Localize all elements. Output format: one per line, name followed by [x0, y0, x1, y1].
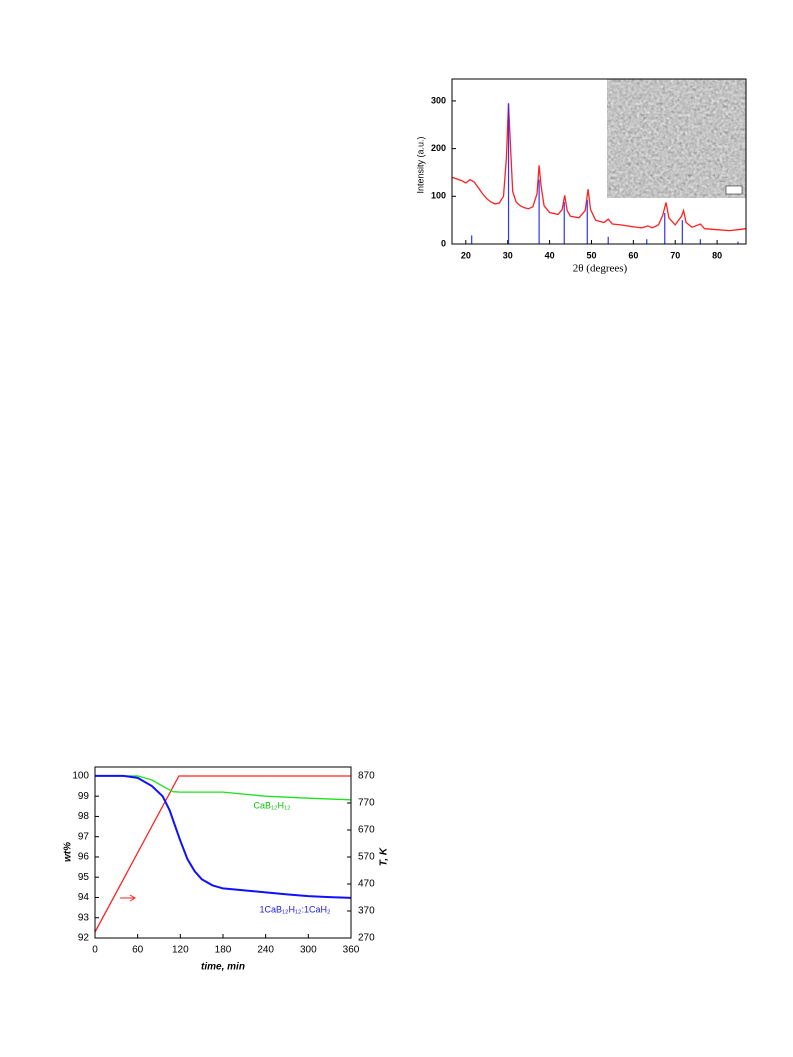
y-tick-label: 100 — [72, 771, 89, 782]
y-tick-label: 92 — [78, 933, 90, 944]
y2-tick-label: 570 — [358, 852, 375, 863]
data-line — [451, 103, 747, 232]
x-tick-label: 60 — [132, 945, 144, 956]
x-tick-label: 50 — [586, 250, 596, 260]
y-tick-label: 96 — [78, 852, 90, 863]
tga-chart: time, min wt% T, K 0 60 120 180 240 300 360 92 9… — [63, 766, 390, 973]
y2-tick-label: 870 — [358, 771, 375, 782]
data-line — [95, 775, 352, 801]
y2-tick-label: 270 — [358, 933, 375, 944]
scale-bar — [725, 185, 743, 195]
y-tick-label: 99 — [78, 791, 90, 802]
sem-image — [607, 79, 746, 198]
y-tick-label: 94 — [78, 892, 90, 903]
y2-axis-title: T, K — [379, 847, 390, 866]
data-line — [95, 774, 352, 899]
x-tick-label: 40 — [545, 250, 555, 260]
arrow-head — [129, 894, 136, 902]
plot-frame — [451, 78, 747, 245]
x-tick-label: 20 — [461, 250, 471, 260]
x-tick-label: 60 — [628, 250, 638, 260]
y-tick-label: 93 — [78, 912, 90, 923]
y-tick-label: 100 — [431, 191, 446, 201]
y-tick-label: 300 — [431, 95, 446, 105]
x-tick-label: 80 — [712, 250, 722, 260]
x-tick-label: 300 — [300, 945, 317, 956]
y-tick-label: 0 — [441, 238, 446, 248]
xrd-chart: 2θ (degrees) Intensity (a.u.) 20 30 40 50 60… — [415, 78, 747, 275]
y-tick-label: 97 — [78, 831, 90, 842]
y-tick-label: 98 — [78, 811, 90, 822]
annotation: 1CaB₁₂H₁₂:1CaH₂ — [259, 904, 331, 914]
x-axis-title: 2θ (degrees) — [573, 263, 628, 275]
y2-tick-label: 670 — [358, 825, 375, 836]
x-tick-label: 30 — [503, 250, 513, 260]
y-axis-title: wt% — [63, 842, 74, 862]
x-tick-label: 180 — [215, 945, 232, 956]
y-tick-label: 200 — [431, 143, 446, 153]
x-tick-label: 0 — [92, 945, 98, 956]
x-tick-label: 360 — [343, 945, 360, 956]
y2-tick-label: 470 — [358, 879, 375, 890]
y2-tick-label: 370 — [358, 906, 375, 917]
data-line — [94, 775, 351, 933]
x-tick-label: 120 — [172, 945, 189, 956]
annotation: CaB₁₂H₁₂ — [253, 800, 291, 810]
y2-tick-label: 770 — [358, 798, 375, 809]
plot-frame — [94, 766, 352, 939]
x-tick-label: 240 — [257, 945, 274, 956]
x-axis-title: time, min — [201, 962, 245, 973]
x-tick-label: 70 — [670, 250, 680, 260]
y-tick-label: 95 — [78, 872, 90, 883]
y-axis-title: Intensity (a.u.) — [415, 136, 425, 193]
